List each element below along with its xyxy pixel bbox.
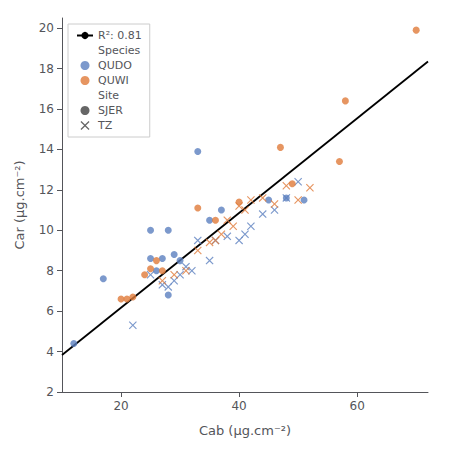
svg-text:20: 20 (39, 21, 54, 35)
svg-text:SJER: SJER (98, 104, 123, 117)
svg-text:Site: Site (98, 89, 119, 102)
svg-text:2: 2 (46, 385, 54, 399)
svg-text:Cab (μg.cm⁻²): Cab (μg.cm⁻²) (199, 423, 291, 438)
svg-text:12: 12 (39, 183, 54, 197)
svg-text:14: 14 (39, 142, 54, 156)
svg-text:10: 10 (39, 223, 54, 237)
svg-text:60: 60 (350, 399, 365, 413)
svg-text:8: 8 (46, 264, 54, 278)
svg-text:4: 4 (46, 345, 54, 359)
svg-text:QUWI: QUWI (98, 74, 129, 87)
svg-text:16: 16 (39, 102, 54, 116)
svg-text:6: 6 (46, 304, 54, 318)
svg-text:R²: 0.81: R²: 0.81 (98, 29, 142, 42)
svg-text:Car (μg.cm⁻²): Car (μg.cm⁻²) (12, 160, 27, 249)
svg-text:18: 18 (39, 62, 54, 76)
svg-text:40: 40 (231, 399, 246, 413)
svg-text:QUDO: QUDO (98, 59, 132, 72)
svg-text:Species: Species (98, 44, 141, 57)
svg-text:TZ: TZ (97, 119, 113, 132)
svg-text:20: 20 (113, 399, 128, 413)
